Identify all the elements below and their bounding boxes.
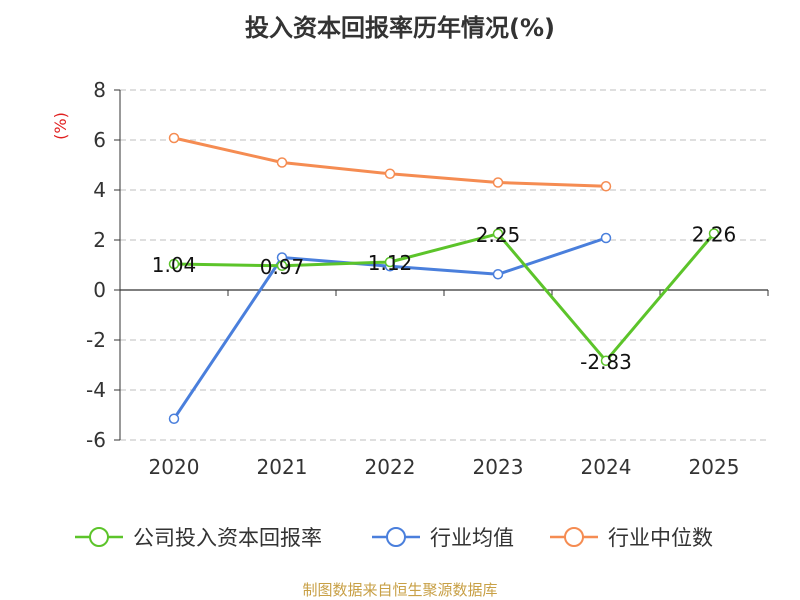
- legend-marker: [564, 527, 584, 547]
- data-point: [600, 355, 612, 366]
- axes: [114, 89, 769, 441]
- data-point: [276, 260, 288, 271]
- data-label: 1.12: [368, 251, 413, 275]
- x-tick-label: 2022: [365, 455, 416, 479]
- y-tick-label: -2: [86, 328, 106, 352]
- series-line: [173, 232, 716, 363]
- legend-marker: [386, 527, 406, 547]
- data-point: [168, 258, 180, 270]
- data-point: [600, 232, 612, 244]
- data-label: 0.97: [260, 255, 305, 279]
- y-axis-label: (%): [51, 112, 70, 140]
- data-label: 2.26: [692, 223, 737, 247]
- series-2: [168, 132, 612, 192]
- series-group: [168, 132, 720, 424]
- legend-label: 行业均值: [430, 526, 514, 550]
- gridlines: [120, 89, 768, 441]
- legend-item-1: 行业均值: [372, 526, 514, 550]
- x-tick-label: 2024: [581, 455, 632, 479]
- legend-item-0: 公司投入资本回报率: [75, 526, 322, 550]
- y-tick-label: 8: [93, 78, 106, 102]
- data-labels: 1.04 0.97 1.12 2.25 -2.83 2.26: [152, 223, 737, 374]
- chart-title: 投入资本回报率历年情况(%): [245, 14, 555, 42]
- legend-marker: [89, 527, 109, 547]
- legend-label: 公司投入资本回报率: [133, 526, 322, 550]
- data-label: 2.25: [476, 223, 521, 247]
- data-point: [708, 228, 720, 239]
- data-point: [168, 132, 180, 144]
- x-tick-label: 2021: [257, 455, 308, 479]
- data-label: 1.04: [152, 253, 197, 277]
- data-label: -2.83: [580, 350, 632, 374]
- data-point: [168, 413, 180, 424]
- legend-label: 行业中位数: [608, 526, 713, 550]
- data-point: [492, 269, 504, 280]
- legend-item-2: 行业中位数: [550, 526, 713, 550]
- tick-labels: 8 6 4 2 0 -2 -4 -6 2020 2021 2022 2023 2024 2025: [86, 78, 739, 479]
- y-tick-label: -4: [86, 378, 106, 402]
- data-point: [492, 177, 504, 188]
- series-0: [168, 228, 720, 366]
- y-tick-label: 4: [93, 178, 106, 202]
- y-tick-label: 2: [93, 228, 106, 252]
- data-point: [600, 181, 612, 192]
- data-point: [276, 157, 288, 168]
- x-tick-label: 2023: [473, 455, 524, 479]
- x-tick-label: 2025: [689, 455, 740, 479]
- y-tick-label: 6: [93, 128, 106, 152]
- y-tick-label: -6: [86, 428, 106, 452]
- data-point: [384, 256, 396, 268]
- x-tick-label: 2020: [149, 455, 200, 479]
- source-note: 制图数据来自恒生聚源数据库: [302, 581, 497, 599]
- y-tick-label: 0: [93, 278, 106, 302]
- data-point: [492, 228, 504, 239]
- legend: 公司投入资本回报率 行业均值 行业中位数: [75, 526, 713, 550]
- data-point: [384, 168, 396, 179]
- series-line: [173, 136, 607, 188]
